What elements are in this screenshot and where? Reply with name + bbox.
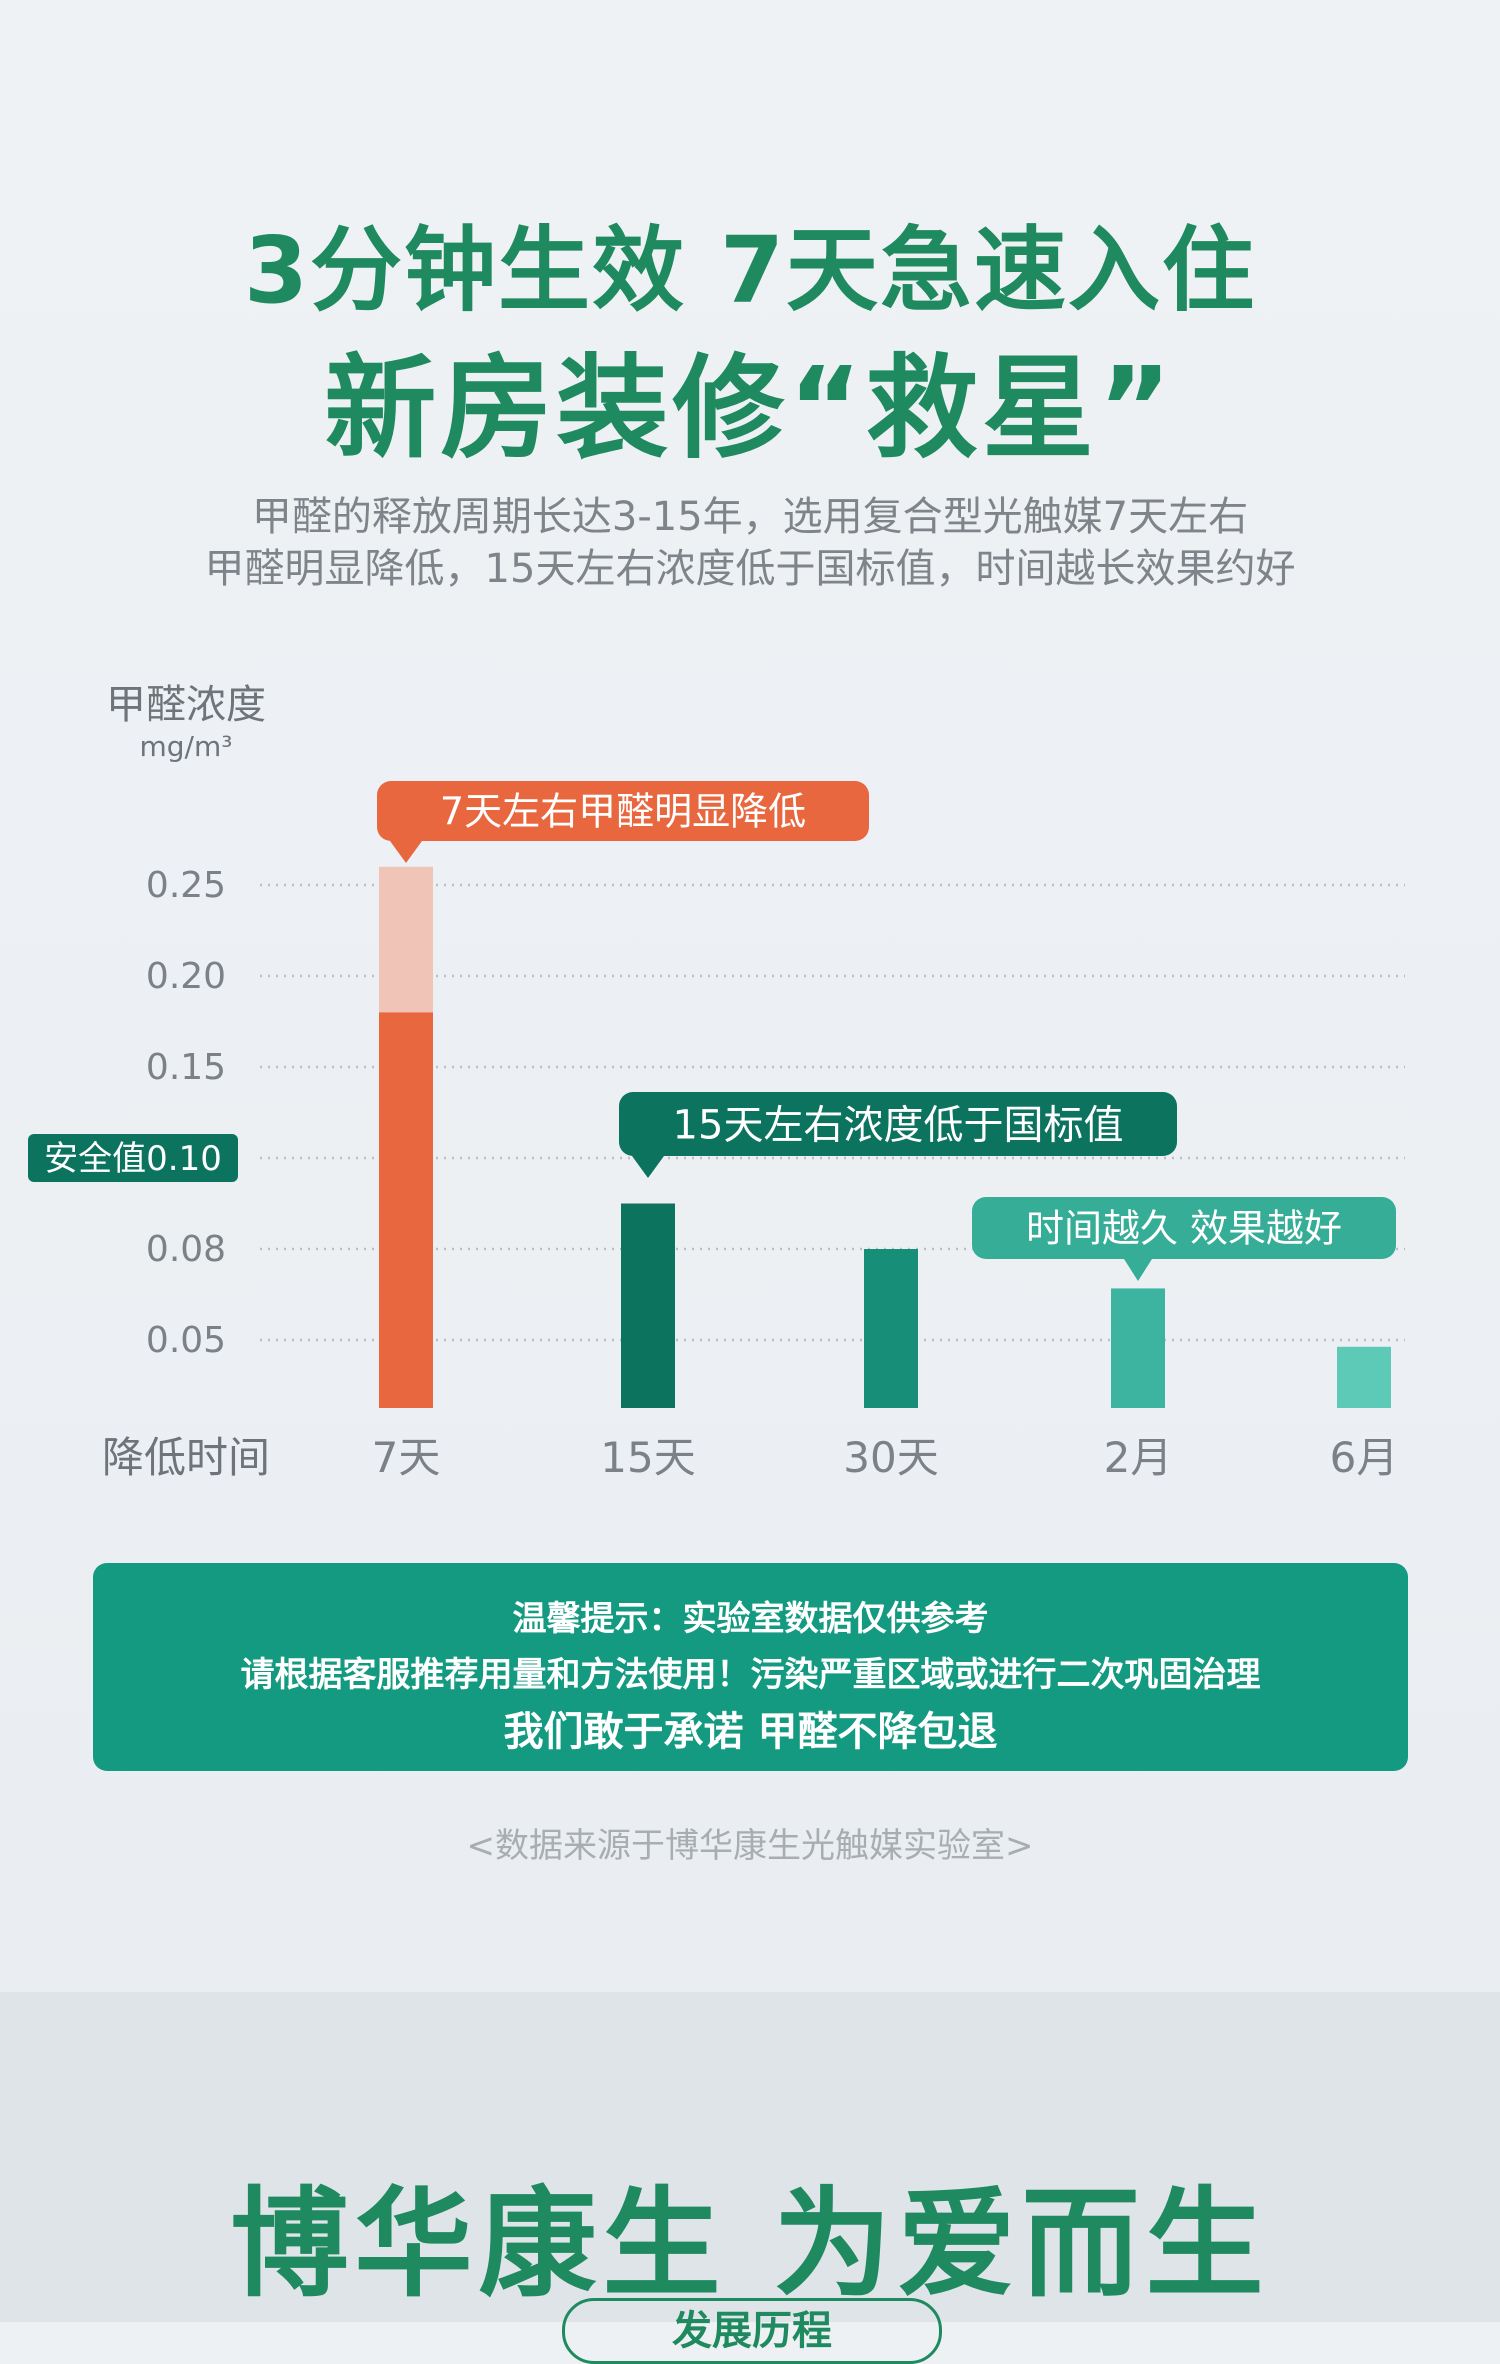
callout-text: 15天左右浓度低于国标值 — [673, 1102, 1124, 1148]
subtitle-2: 甲醛明显降低，15天左右浓度低于国标值，时间越长效果约好 — [204, 546, 1296, 592]
callout-pointer — [390, 841, 422, 863]
safe-value-label: 安全值0.10 — [44, 1139, 222, 1179]
callout-text: 7天左右甲醛明显降低 — [440, 790, 806, 834]
callout-text: 时间越久 效果越好 — [1026, 1207, 1342, 1251]
safe-value-badge — [28, 1134, 238, 1182]
x-tick-label: 6月 — [1330, 1433, 1399, 1482]
tip-box: 温馨提示：实验室数据仅供参考 请根据客服推荐用量和方法使用！污染严重区域或进行二… — [93, 1563, 1408, 1771]
y-axis-label: 甲醛浓度 — [106, 682, 266, 728]
bar-2 — [864, 1249, 918, 1408]
subtitle-1: 甲醛的释放周期长达3-15年，选用复合型光触媒7天左右 — [251, 494, 1249, 540]
bar-7d — [379, 1012, 433, 1408]
bar-4 — [1337, 1346, 1391, 1408]
bar-7d-upper — [379, 866, 433, 1013]
data-source: <数据来源于博华康生光触媒实验室> — [466, 1826, 1034, 1866]
callout-box — [972, 1197, 1396, 1259]
bottom-section — [0, 1992, 1500, 2322]
bar-3 — [1111, 1288, 1165, 1408]
x-tick-label: 15天 — [600, 1433, 695, 1482]
tip-line-2: 请根据客服推荐用量和方法使用！污染严重区域或进行二次巩固治理 — [240, 1655, 1261, 1695]
x-tick-label: 30天 — [843, 1433, 938, 1482]
x-tick-label: 2月 — [1104, 1433, 1173, 1482]
tip-line-3: 我们敢于承诺 甲醛不降包退 — [503, 1709, 998, 1755]
tip-line-1: 温馨提示：实验室数据仅供参考 — [512, 1599, 989, 1639]
callout-box — [619, 1092, 1177, 1156]
x-tick-label: 7天 — [372, 1433, 441, 1482]
headline-2: 新房装修“救星” — [324, 344, 1176, 474]
bar-1 — [621, 1203, 675, 1408]
x-axis-label: 降低时间 — [102, 1433, 270, 1482]
headline-1: 3分钟生效 7天急速入住 — [243, 217, 1257, 324]
y-tick-label: 0.15 — [146, 1047, 226, 1088]
y-tick-label: 0.25 — [146, 865, 226, 906]
callout-box — [377, 781, 869, 841]
y-tick-label: 0.20 — [146, 956, 226, 997]
brand-slogan: 博华康生 为爱而生 — [230, 2175, 1270, 2313]
history-pill[interactable]: 发展历程 — [562, 2298, 942, 2364]
y-tick-label: 0.05 — [146, 1320, 226, 1361]
y-tick-label: 0.08 — [146, 1229, 226, 1270]
callout-pointer — [1124, 1259, 1152, 1281]
y-axis-unit: mg/m³ — [140, 730, 233, 763]
callout-pointer — [632, 1156, 664, 1178]
